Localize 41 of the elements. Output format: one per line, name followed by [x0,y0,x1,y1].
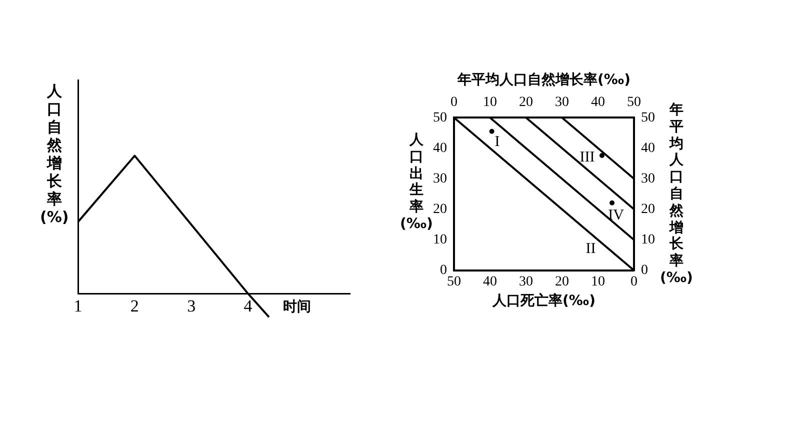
y2-tick-label: 0 [641,263,648,278]
y-tick-label: 30 [433,171,447,186]
annotation: III [580,149,595,166]
x2-tick-label: 10 [483,94,497,110]
x-tick-label: 40 [483,274,497,290]
y-tick-label: 50 [433,110,447,126]
annotation: IV [608,207,624,224]
y2-tick-label: 30 [641,171,655,186]
x2-tick-label: 20 [519,94,533,110]
annotation: II [586,240,596,257]
y-axis-title: 人口自然增长率(%) [40,82,69,226]
x2-tick-label: 40 [591,94,605,110]
y2-axis-title: 年平均人口自然增长率(‰) [456,71,630,88]
text: 年平均人口自然增长率(‰) [660,102,693,286]
x-tick-label: 2 [130,296,139,316]
y2-tick-label: 20 [641,202,655,217]
x-axis-title: 人口死亡率(‰) [492,292,596,310]
x-tick-label: 10 [591,274,605,290]
x-tick-label: 3 [187,296,196,316]
y-tick-label: 20 [433,202,447,217]
x2-tick-label: 0 [450,94,458,110]
y-tick-label: 40 [433,140,447,156]
x-tick-label: 4 [244,296,253,316]
x2-tick-label: 50 [627,94,641,110]
point [610,200,615,206]
point [599,152,604,158]
point [489,128,494,134]
x2-tick-label: 30 [555,94,569,110]
x-tick-label: 20 [555,274,569,290]
y2-tick-label: 40 [641,140,655,156]
x-tick-label: 50 [447,274,461,290]
y-tick-label: 0 [440,263,447,278]
y-axis-title: 人口出生率(‰) [400,132,433,233]
y2-tick-label: 50 [641,110,655,126]
x-tick-label: 30 [519,274,533,290]
y-tick-label: 10 [433,232,447,248]
x-tick-label: 0 [630,274,638,290]
x-axis-title: 时间 [283,298,311,316]
y2-tick-label: 10 [641,232,655,248]
annotation: I [494,134,500,150]
x-tick-label: 1 [74,296,82,316]
